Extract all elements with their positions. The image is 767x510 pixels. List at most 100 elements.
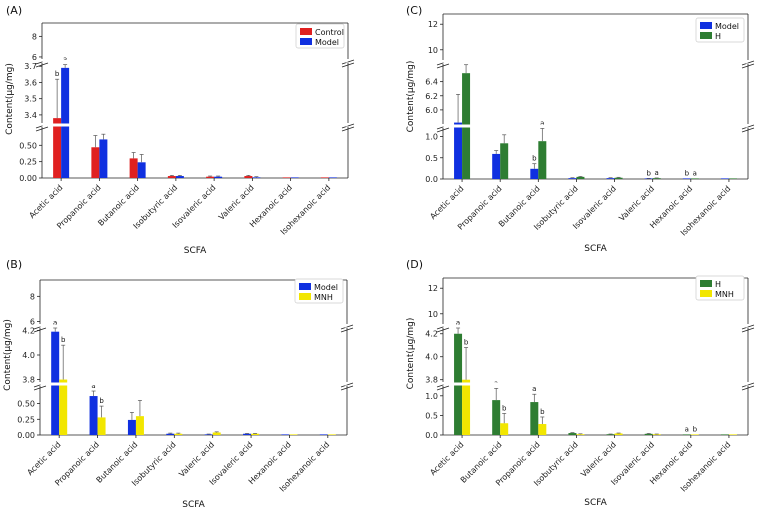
axis-break-mark <box>436 385 450 391</box>
y-tick-label: 3.8 <box>425 376 438 385</box>
significance-label: a <box>685 426 689 434</box>
y-tick-label: 6 <box>30 317 35 326</box>
y-tick-label: 0.5 <box>425 154 438 163</box>
bar <box>576 176 585 179</box>
significance-label: a <box>53 319 57 327</box>
significance-label: b <box>693 426 698 434</box>
y-axis-title: Content(μg/mg) <box>3 319 13 391</box>
y-tick-label: 4.0 <box>22 351 35 360</box>
bar <box>289 434 298 435</box>
x-tick-label: Acetic acid <box>428 184 465 221</box>
y-axis-title: Content(μg/mg) <box>5 63 15 135</box>
bar <box>500 423 509 435</box>
bar <box>91 147 100 178</box>
bar <box>243 433 252 435</box>
axis-break-mark <box>741 382 755 388</box>
x-axis-title: SCFA <box>584 498 607 508</box>
bar <box>530 168 539 179</box>
axis-break-mark <box>33 327 47 333</box>
bar <box>728 178 737 179</box>
y-tick-label: 0.50 <box>17 400 35 409</box>
bar <box>568 178 577 179</box>
bar <box>89 396 98 435</box>
significance-label: a <box>91 382 95 390</box>
axis-break-mark <box>741 385 755 391</box>
y-tick-label: 6 <box>32 53 37 62</box>
y-tick-label: 10 <box>428 310 438 319</box>
x-axis-title: SCFA <box>584 244 607 254</box>
bar <box>327 434 336 435</box>
bar <box>282 177 291 178</box>
significance-label: b <box>502 404 507 412</box>
significance-label: a <box>532 385 536 393</box>
legend-swatch <box>300 38 312 45</box>
x-axis-title: SCFA <box>184 246 207 256</box>
y-tick-label: 0.5 <box>425 411 438 420</box>
y-tick-label: 3.6 <box>24 78 37 87</box>
bar <box>166 433 175 435</box>
significance-label: b <box>61 336 66 344</box>
bar <box>652 434 661 435</box>
axis-break-mark <box>340 382 354 388</box>
y-tick-label: 3.5 <box>24 95 37 104</box>
y-axis-title: Content(μg/mg) <box>406 61 416 133</box>
panel-title: (A) <box>6 4 22 17</box>
y-tick-label: 0.25 <box>17 415 35 424</box>
significance-label: b <box>685 170 690 178</box>
axis-break-mark <box>35 126 49 132</box>
y-tick-label: 0.0 <box>425 175 438 184</box>
bar <box>690 434 699 435</box>
legend-entry: H <box>715 280 721 289</box>
bar <box>454 122 463 179</box>
bar <box>568 433 577 435</box>
significance-label: b <box>646 169 651 177</box>
bar <box>538 141 547 179</box>
axis-break-mark <box>341 126 355 132</box>
axis-break-mark <box>741 124 755 130</box>
axis-break-gap <box>42 59 348 63</box>
axis-break-gap <box>443 324 748 328</box>
y-axis-title: Content(μg/mg) <box>406 318 416 390</box>
axis-break-mark <box>741 327 755 333</box>
y-tick-label: 12 <box>428 284 438 293</box>
bar <box>530 402 539 435</box>
axis-break-mark <box>340 385 354 391</box>
x-tick-label: Valeric acid <box>617 184 656 223</box>
legend-entry: Model <box>715 22 739 31</box>
bar <box>135 416 144 435</box>
bar <box>97 417 106 435</box>
y-tick-label: 10 <box>428 46 438 55</box>
axis-break-mark <box>35 62 49 68</box>
x-tick-label: Acetic acid <box>27 183 64 220</box>
y-tick-label: 8 <box>30 292 35 301</box>
legend-entry: MNH <box>715 290 734 299</box>
x-tick-label: Valeric acid <box>217 183 256 222</box>
bar <box>129 158 138 178</box>
bar <box>137 162 146 178</box>
bar <box>244 176 253 178</box>
bar <box>320 177 329 178</box>
bar <box>720 434 729 435</box>
legend-entry: Control <box>315 28 344 37</box>
bar <box>492 153 501 179</box>
y-tick-label: 4.2 <box>425 330 438 339</box>
axis-break-mark <box>340 327 354 333</box>
bar <box>127 419 136 435</box>
legend-swatch <box>700 290 712 297</box>
axis-break-mark <box>341 59 355 65</box>
bar <box>492 400 501 435</box>
y-tick-label: 4.2 <box>22 326 35 335</box>
significance-label: b <box>99 397 104 405</box>
x-tick-label: Acetic acid <box>428 440 465 477</box>
bar <box>204 434 213 435</box>
y-tick-label: 0.00 <box>17 431 35 440</box>
bar <box>59 379 68 435</box>
bar <box>53 118 62 178</box>
y-tick-label: 6.0 <box>425 106 438 115</box>
bar <box>606 178 615 179</box>
bar <box>214 176 223 178</box>
significance-label: a <box>655 169 659 177</box>
y-tick-label: 6.4 <box>425 78 438 87</box>
bar <box>576 434 585 435</box>
